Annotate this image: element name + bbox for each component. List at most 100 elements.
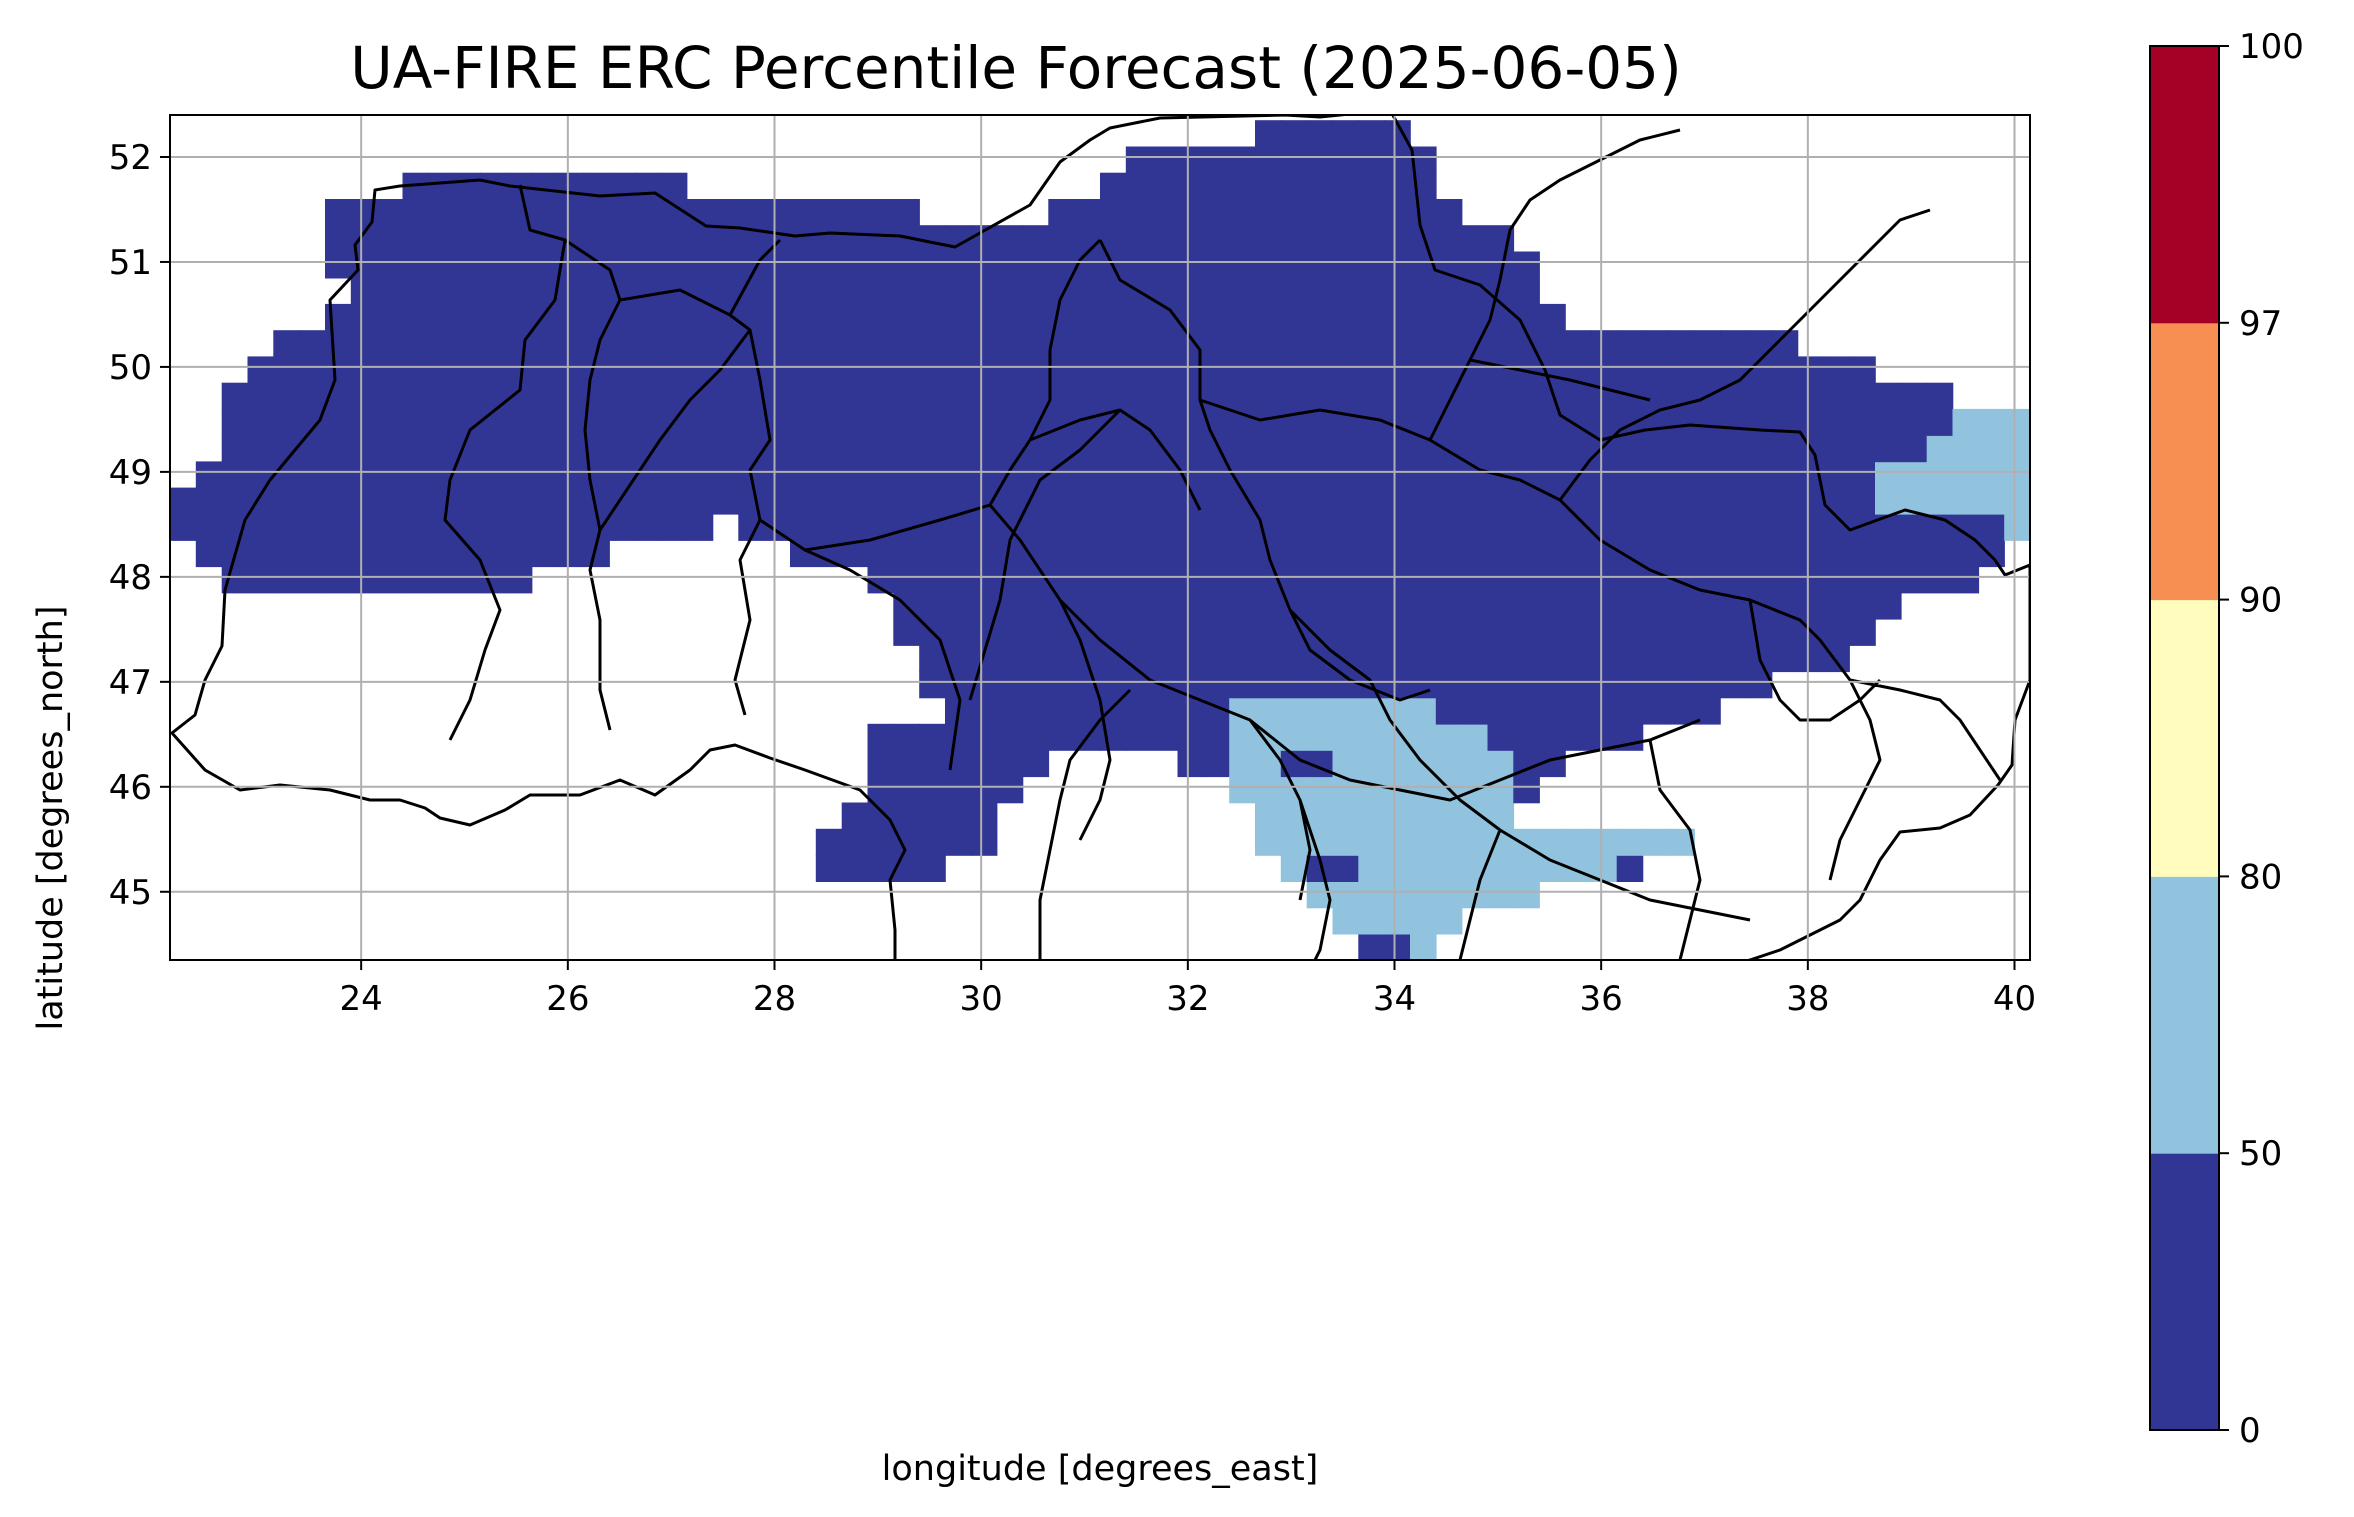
raster-cell [1203, 723, 1230, 751]
raster-cell [1720, 408, 1747, 436]
raster-cell [454, 356, 481, 384]
raster-cell [557, 330, 585, 358]
raster-cell [893, 303, 920, 331]
raster-cell [376, 382, 404, 410]
raster-cell [1384, 330, 1411, 358]
raster-cell [996, 618, 1024, 646]
raster-cell [1513, 277, 1540, 305]
raster-cell [1306, 461, 1334, 489]
raster-cell [1048, 225, 1075, 253]
raster-cell [325, 513, 352, 541]
boundaries-layer [170, 115, 2030, 960]
raster-cell [1125, 225, 1153, 253]
raster-cell [1590, 645, 1618, 673]
raster-cell [790, 356, 817, 384]
raster-cell [1487, 566, 1515, 594]
raster-cell [1823, 540, 1850, 568]
raster-cell [1384, 172, 1411, 200]
raster-cell [1952, 461, 1980, 489]
raster-cell [1358, 303, 1385, 331]
raster-cell [764, 461, 791, 489]
raster-cell [945, 277, 972, 305]
raster-cell [996, 356, 1024, 384]
raster-cell [1384, 251, 1411, 279]
raster-cell [325, 408, 352, 436]
raster-cell [402, 251, 430, 279]
raster-cell [945, 382, 972, 410]
raster-cell [1048, 645, 1075, 673]
raster-cell [815, 199, 843, 226]
raster-cell [325, 251, 352, 279]
raster-cell [221, 461, 249, 489]
raster-cell [1384, 461, 1411, 489]
raster-cell [480, 330, 507, 358]
colorbar-segment [2150, 46, 2219, 324]
raster-cell [1410, 645, 1437, 673]
raster-cell [1849, 540, 1876, 568]
raster-cell [1539, 408, 1566, 436]
raster-cell [1125, 566, 1153, 594]
raster-cell [635, 303, 662, 331]
raster-cell [712, 461, 740, 489]
raster-cell [1410, 303, 1437, 331]
raster-cell [609, 513, 636, 541]
raster-cell [1125, 356, 1153, 384]
raster-cell [299, 330, 326, 358]
raster-cell [1229, 356, 1256, 384]
raster-cell [1487, 382, 1515, 410]
raster-cell [970, 540, 998, 568]
raster-cell [815, 251, 843, 279]
raster-cell [1151, 330, 1179, 358]
raster-cell [686, 487, 714, 515]
raster-cell [1435, 513, 1463, 541]
erc-raster [170, 120, 2030, 960]
x-axis-label: longitude [degrees_east] [882, 1449, 1319, 1489]
raster-cell [893, 618, 920, 646]
raster-cell [1384, 356, 1411, 384]
raster-cell [299, 356, 326, 384]
raster-cell [1590, 356, 1618, 384]
raster-cell [376, 277, 404, 305]
raster-cell [1875, 566, 1902, 594]
raster-cell [273, 487, 300, 515]
raster-cell [350, 356, 378, 384]
raster-cell [1410, 881, 1437, 909]
raster-cell [1539, 513, 1566, 541]
raster-cell [893, 540, 920, 568]
raster-cell [660, 356, 688, 384]
raster-cell [1384, 855, 1411, 882]
raster-cell [454, 487, 481, 515]
raster-cell [738, 435, 765, 463]
raster-cell [1513, 487, 1540, 515]
raster-cell [841, 382, 869, 410]
raster-cell [170, 513, 197, 541]
raster-cell [1668, 356, 1695, 384]
raster-cell [1771, 382, 1799, 410]
raster-cell [325, 356, 352, 384]
raster-cell [1074, 697, 1101, 725]
raster-cell [867, 303, 895, 331]
raster-cell [1384, 487, 1411, 515]
raster-cell [1616, 461, 1644, 489]
raster-cell [919, 330, 946, 358]
raster-cell [1590, 592, 1618, 620]
raster-cell [376, 513, 404, 541]
raster-cell [1694, 487, 1721, 515]
raster-cell [1539, 697, 1566, 725]
raster-cell [686, 513, 714, 541]
raster-cell [1642, 697, 1670, 725]
raster-cell [919, 487, 946, 515]
x-tick-label: 34 [1373, 979, 1416, 1019]
raster-cell [1100, 540, 1127, 568]
raster-cell [1590, 828, 1618, 856]
raster-cell [1539, 592, 1566, 620]
raster-cell [1694, 645, 1721, 673]
raster-cell [1306, 330, 1334, 358]
raster-cell [505, 251, 533, 279]
raster-cell [1513, 592, 1540, 620]
raster-cell [1435, 382, 1463, 410]
raster-cell [428, 303, 455, 331]
raster-cell [1255, 251, 1282, 279]
raster-cell [505, 356, 533, 384]
raster-cell [841, 199, 869, 226]
